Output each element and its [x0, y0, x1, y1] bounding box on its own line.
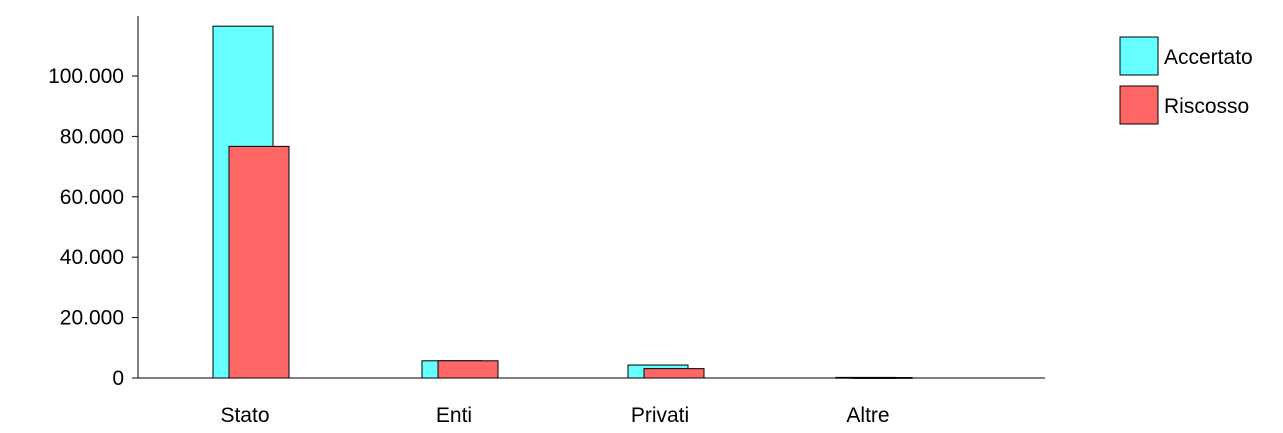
legend: Accertato Riscosso — [1119, 36, 1253, 125]
plot-area — [212, 25, 913, 379]
y-tick-label: 0 — [112, 367, 124, 390]
bar-riscosso-enti — [437, 360, 499, 379]
axes: 0 20.000 40.000 60.000 80.000 100.000 Stato Ent… — [48, 16, 1045, 427]
y-tick-label: 80.000 — [60, 125, 124, 148]
y-tick-label: 100.000 — [48, 65, 124, 88]
legend-label-accertato: Accertato — [1164, 46, 1253, 69]
x-tick-label-stato: Stato — [220, 404, 269, 427]
y-tick-label: 40.000 — [60, 246, 124, 269]
legend-swatch-accertato — [1119, 36, 1159, 76]
y-tick-label: 60.000 — [60, 186, 124, 209]
x-tick-label-enti: Enti — [436, 404, 472, 427]
legend-label-riscosso: Riscosso — [1164, 95, 1249, 118]
x-tick-label-altre: Altre — [846, 404, 889, 427]
y-tick-label: 20.000 — [60, 307, 124, 330]
x-tick-label-privati: Privati — [631, 404, 689, 427]
bar-riscosso-stato — [228, 145, 290, 379]
bar-riscosso-privati — [643, 368, 705, 379]
legend-swatch-riscosso — [1119, 85, 1159, 125]
